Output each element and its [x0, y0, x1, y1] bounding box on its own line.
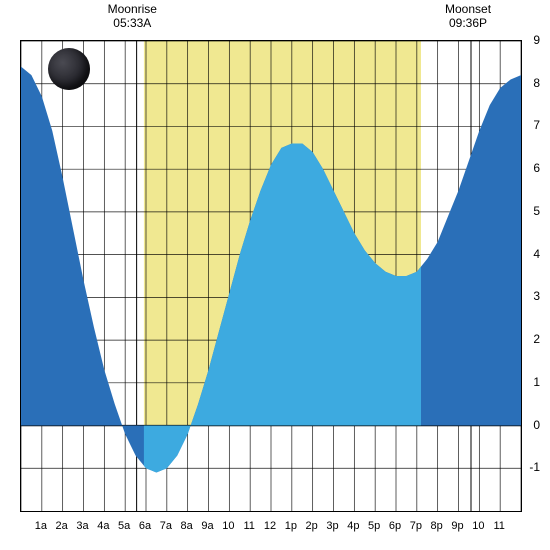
x-tick-label: 10	[472, 520, 484, 532]
tide-chart: Moonrise 05:33A Moonset 09:36P -10123456…	[0, 0, 550, 550]
x-tick-label: 1p	[285, 520, 297, 532]
x-tick-label: 8p	[431, 520, 443, 532]
moonset-title: Moonset	[445, 2, 491, 16]
plot-area	[20, 40, 522, 512]
x-tick-label: 9p	[451, 520, 463, 532]
y-tick-label: 5	[533, 204, 540, 218]
moonrise-label: Moonrise 05:33A	[108, 2, 157, 31]
top-labels: Moonrise 05:33A Moonset 09:36P	[0, 0, 550, 40]
plot-svg	[21, 41, 521, 511]
x-tick-label: 11	[493, 520, 504, 532]
y-tick-label: -1	[529, 460, 540, 474]
y-tick-label: 4	[533, 247, 540, 261]
x-tick-label: 4a	[97, 520, 109, 532]
y-tick-label: 7	[533, 118, 540, 132]
x-tick-label: 7p	[410, 520, 422, 532]
x-tick-label: 2a	[56, 520, 68, 532]
moon-phase-icon	[48, 48, 90, 90]
x-tick-label: 5a	[118, 520, 130, 532]
moonset-label: Moonset 09:36P	[445, 2, 491, 31]
x-tick-label: 6p	[389, 520, 401, 532]
x-tick-label: 12	[264, 520, 276, 532]
x-tick-label: 3p	[326, 520, 338, 532]
y-tick-label: 2	[533, 332, 540, 346]
x-tick-label: 4p	[347, 520, 359, 532]
x-tick-label: 7a	[160, 520, 172, 532]
x-axis: 1a 2a 3a 4a 5a 6a 7a 8a 9a 10 11 12 1p 2p 3p 4p 5p 6p 7p 8p…	[20, 520, 520, 540]
y-tick-label: 9	[533, 33, 540, 47]
moonrise-time: 05:33A	[113, 16, 151, 30]
moonrise-title: Moonrise	[108, 2, 157, 16]
y-tick-label: 0	[533, 418, 540, 432]
x-tick-label: 1a	[35, 520, 47, 532]
x-tick-label: 2p	[306, 520, 318, 532]
x-tick-label: 5p	[368, 520, 380, 532]
y-tick-label: 6	[533, 161, 540, 175]
x-tick-label: 3a	[76, 520, 88, 532]
moonset-time: 09:36P	[449, 16, 487, 30]
x-tick-label: 6a	[139, 520, 151, 532]
y-tick-label: 8	[533, 76, 540, 90]
y-tick-label: 3	[533, 289, 540, 303]
y-tick-label: 1	[533, 375, 540, 389]
x-tick-label: 9a	[201, 520, 213, 532]
y-axis: -10123456789	[522, 40, 540, 510]
x-tick-label: 8a	[181, 520, 193, 532]
x-tick-label: 11	[243, 520, 254, 532]
x-tick-label: 10	[222, 520, 234, 532]
